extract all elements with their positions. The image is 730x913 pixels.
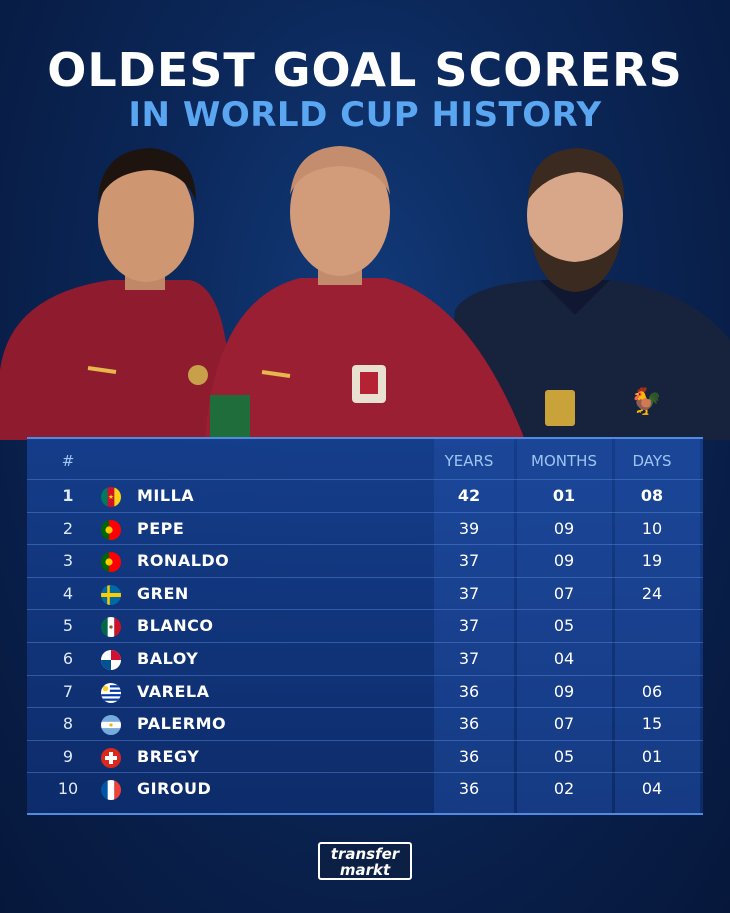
transfermarkt-logo: transfer markt: [318, 842, 412, 880]
years-cell: 36: [458, 779, 480, 799]
days-cell: 06: [641, 681, 663, 701]
days-cell: [617, 643, 687, 675]
portugal-flag-icon: [101, 552, 121, 573]
cameroon-flag-icon: ★: [101, 487, 121, 507]
player-ronaldo-image: [0, 148, 231, 440]
france-flag-icon: [101, 780, 121, 801]
table-header: # YEARS MONTHS DAYS: [27, 449, 703, 473]
player-pepe-image: [205, 146, 525, 440]
uruguay-flag-icon: [101, 682, 121, 703]
mexico-flag-icon: [101, 617, 121, 638]
rank-cell: 6: [62, 649, 74, 668]
years-cell: 39: [458, 518, 480, 538]
months-column-band: [517, 439, 612, 813]
days-column-band: [615, 439, 700, 813]
days-cell: 01: [641, 746, 663, 766]
player-name: GREN: [137, 583, 189, 603]
months-cell: 05: [553, 746, 575, 766]
player-name: PALERMO: [137, 714, 227, 734]
table-row: 2 PEPE 39 09 10: [27, 511, 703, 544]
days-cell: 19: [641, 551, 663, 571]
logo-line1: transfer: [330, 845, 400, 863]
portugal-flag-icon: [101, 519, 121, 540]
player-name: PEPE: [137, 518, 185, 538]
months-cell: 07: [553, 714, 575, 734]
months-cell: 05: [553, 616, 575, 636]
days-cell: [617, 610, 687, 642]
player-name: VARELA: [137, 681, 210, 701]
scorers-table: # YEARS MONTHS DAYS 1 ★ MILLA 42 01 08 2 PEPE 39…: [27, 437, 703, 815]
rank-cell: 7: [62, 681, 74, 701]
table-row: 6 BALOY 37 04: [27, 642, 703, 674]
player-name: BREGY: [137, 746, 200, 766]
years-column-band: [434, 439, 514, 813]
rank-cell: 5: [62, 616, 74, 636]
player-giroud-image: 🐓: [445, 148, 730, 440]
rank-cell: 3: [62, 551, 74, 571]
years-cell: 36: [458, 746, 480, 766]
rank-cell: 4: [62, 583, 74, 603]
days-header: DAYS: [632, 452, 672, 470]
years-cell: 42: [457, 486, 481, 505]
days-cell: 10: [641, 518, 663, 538]
panama-flag-icon: [101, 650, 121, 670]
switzerland-flag-icon: [101, 747, 121, 768]
rank-cell: 1: [62, 486, 74, 505]
player-name: RONALDO: [137, 551, 230, 571]
days-cell: 08: [640, 486, 664, 505]
years-cell: 37: [458, 551, 480, 571]
months-cell: 02: [553, 779, 575, 799]
table-row: 8 PALERMO 36 07 15: [27, 707, 703, 739]
months-cell: 09: [553, 518, 575, 538]
page-subtitle: IN WORLD CUP HISTORY: [128, 95, 602, 135]
players-photo: 🐓: [0, 146, 730, 440]
svg-text:★: ★: [108, 493, 114, 501]
months-cell: 09: [553, 551, 575, 571]
player-name: MILLA: [137, 486, 195, 505]
table-row: 5 BLANCO 37 05: [27, 609, 703, 641]
player-name: BLANCO: [137, 616, 214, 636]
rank-cell: 2: [62, 518, 74, 538]
years-header: YEARS: [444, 452, 494, 470]
table-row: 10 GIROUD 36 02 04: [27, 772, 703, 804]
player-name: GIROUD: [137, 779, 212, 799]
table-row: 9 BREGY 36 05 01: [27, 739, 703, 772]
rank-cell: 9: [62, 746, 74, 766]
days-cell: 04: [641, 779, 663, 799]
svg-text:🐓: 🐓: [630, 386, 662, 417]
months-cell: 07: [553, 583, 575, 603]
years-cell: 36: [458, 714, 480, 734]
table-row: 1 ★ MILLA 42 01 08: [27, 479, 703, 511]
rank-header: #: [61, 452, 75, 470]
rank-cell: 8: [62, 714, 74, 734]
months-cell: 09: [553, 681, 575, 701]
rank-cell: 10: [57, 779, 79, 799]
years-cell: 37: [458, 616, 480, 636]
logo-line2: markt: [339, 861, 391, 879]
years-cell: 37: [458, 583, 480, 603]
table-row: 3 RONALDO 37 09 19: [27, 544, 703, 576]
days-cell: 15: [641, 714, 663, 734]
table-row: 7 VARELA 36 09 06: [27, 674, 703, 707]
years-cell: 36: [458, 681, 480, 701]
player-name: BALOY: [137, 649, 199, 668]
months-header: MONTHS: [531, 452, 597, 470]
page-title: OLDEST GOAL SCORERS: [47, 43, 683, 97]
years-cell: 37: [458, 649, 480, 668]
argentina-flag-icon: [101, 715, 121, 736]
sweden-flag-icon: [101, 584, 121, 605]
months-cell: 04: [553, 649, 575, 668]
months-cell: 01: [552, 486, 576, 505]
table-row: 4 GREN 37 07 24: [27, 576, 703, 609]
days-cell: 24: [641, 583, 663, 603]
